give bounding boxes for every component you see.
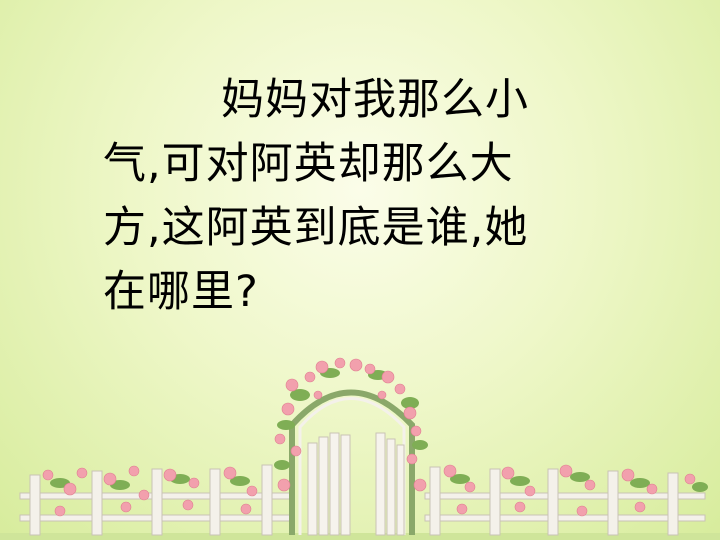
text-line-4: 在哪里?: [103, 267, 259, 317]
text-line-3: 方,这阿英到底是谁,她: [103, 203, 529, 253]
ground: [0, 533, 720, 540]
right-fence: [424, 466, 706, 536]
garden-gate: [307, 432, 405, 536]
roses: [42, 357, 696, 517]
slide-text: 妈妈对我那么小 气,可对阿英却那么大 方,这阿英到底是谁,她 在哪里?: [103, 68, 623, 324]
text-line-2: 气,可对阿英却那么大: [103, 139, 514, 189]
garden-fence-illustration: [0, 357, 720, 540]
text-line-1: 妈妈对我那么小: [221, 75, 529, 125]
rose-arch: [289, 389, 415, 535]
left-fence: [19, 464, 291, 536]
